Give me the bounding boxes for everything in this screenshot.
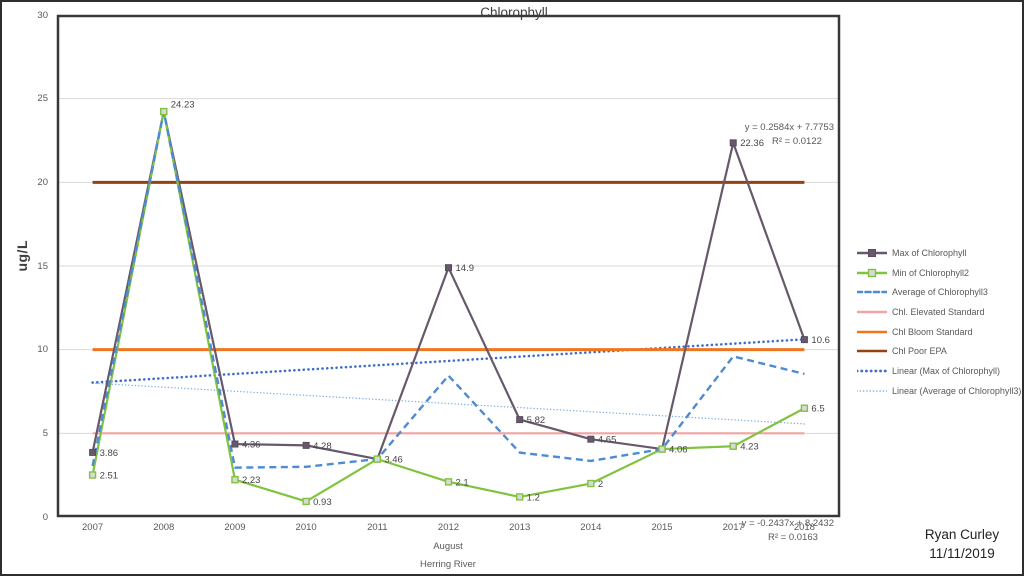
x-tick-label: 2018 <box>793 522 815 533</box>
data-point-marker[interactable] <box>587 479 595 488</box>
data-label: 14.9 <box>456 263 475 274</box>
data-point-marker[interactable] <box>800 404 809 412</box>
data-label: 2.51 <box>100 470 119 481</box>
y-tick-label: 0 <box>42 511 48 523</box>
trend-max-equation-label: y = 0.2584x + 7.7753 <box>744 122 834 133</box>
data-label: 4.23 <box>740 442 759 453</box>
x-tick-label: 2011 <box>367 522 388 533</box>
data-label: 2 <box>598 479 603 490</box>
legend-item-label: Average of Chlorophyll3 <box>892 287 988 298</box>
legend-item-chl-poor-epa[interactable]: Chl Poor EPA <box>857 341 1021 361</box>
legend-item-label: Linear (Max of Chlorophyll) <box>892 365 1001 376</box>
x-tick-label: 2015 <box>651 522 673 533</box>
data-point-marker[interactable] <box>231 475 239 484</box>
legend-line-icon <box>857 389 887 392</box>
series-line[interactable] <box>91 110 806 461</box>
legend-item-label: Chl Poor EPA <box>892 346 947 357</box>
data-point-marker[interactable] <box>658 445 666 453</box>
legend-item-min-of-chlorophyll2[interactable]: Min of Chlorophyll2 <box>857 263 1021 283</box>
legend-item-label: Chl Bloom Standard <box>892 326 973 337</box>
legend-item-chl-elevated-standard[interactable]: Chl. Elevated Standard <box>857 302 1021 322</box>
legend-item-label: Linear (Average of Chlorophyll3) <box>892 385 1022 396</box>
legend-item-label: Chl. Elevated Standard <box>892 306 985 317</box>
data-point-marker[interactable] <box>516 416 524 424</box>
x-tick-label: 2012 <box>437 522 460 533</box>
data-label: 4.65 <box>598 435 617 446</box>
legend: Max of Chlorophyll Min of Chlorophyll2 Ave… <box>857 243 1021 401</box>
data-point-marker[interactable] <box>800 336 808 344</box>
x-axis-period-label: August <box>433 541 463 552</box>
data-label: 1.2 <box>527 492 540 503</box>
y-tick-label: 15 <box>37 260 48 272</box>
y-tick-label: 5 <box>42 427 48 439</box>
data-point-marker[interactable] <box>515 493 524 501</box>
x-axis-location-label: Herring River <box>420 559 476 570</box>
author-name: Ryan Curley <box>924 527 1000 542</box>
data-label: 2.23 <box>242 475 260 486</box>
data-point-marker[interactable] <box>231 440 239 448</box>
x-tick-label: 2008 <box>153 522 175 533</box>
author-date: 11/11/2019 <box>929 546 995 561</box>
data-label: 3.86 <box>100 448 119 459</box>
legend-line-icon <box>857 369 887 373</box>
y-tick-label: 25 <box>37 93 48 105</box>
data-label: 24.23 <box>171 100 195 111</box>
legend-line-icon <box>857 248 887 257</box>
data-point-marker[interactable] <box>587 435 595 443</box>
legend-line-icon <box>857 290 887 294</box>
trend-avg-equation-label: y = -0.2437x + 8.2432 <box>741 518 834 529</box>
legend-item-chl-bloom-standard[interactable]: Chl Bloom Standard <box>857 322 1021 342</box>
series-line[interactable] <box>91 110 805 503</box>
x-tick-label: 2007 <box>82 522 104 533</box>
data-label: 2.1 <box>456 477 469 488</box>
data-label: 5.82 <box>527 415 546 426</box>
x-tick-label: 2010 <box>295 522 317 533</box>
trendline-fine-dotted[interactable] <box>91 382 806 425</box>
series-line[interactable] <box>91 110 805 469</box>
data-point-marker[interactable] <box>89 448 97 456</box>
data-label: 22.36 <box>740 138 764 149</box>
y-tick-label: 30 <box>37 9 48 21</box>
trend-avg-r2-label: R² = 0.0163 <box>768 532 818 543</box>
legend-line-icon <box>857 310 887 314</box>
x-tick-label: 2017 <box>722 522 744 533</box>
legend-item-label: Min of Chlorophyll2 <box>892 267 970 278</box>
plot-area[interactable]: 3.86 4.36 4.28 3.46 14.9 5.82 4.65 4.06 22.36 10.… <box>56 14 841 518</box>
data-label: 6.5 <box>811 404 824 415</box>
data-point-marker[interactable] <box>373 455 382 463</box>
data-point-marker[interactable] <box>445 264 452 272</box>
data-label: 0.93 <box>313 497 332 508</box>
data-label: 4.06 <box>669 444 688 455</box>
legend-item-linear-max-of-chlorophyll[interactable]: Linear (Max of Chlorophyll) <box>857 361 1021 381</box>
x-tick-label: 2013 <box>509 522 531 533</box>
x-tick-label: 2009 <box>224 522 246 533</box>
data-point-marker[interactable] <box>729 139 737 147</box>
legend-item-linear-average-of-chlorophyll3[interactable]: Linear (Average of Chlorophyll3) <box>857 381 1021 401</box>
data-point-marker[interactable] <box>88 471 97 479</box>
data-label: 3.46 <box>384 455 403 466</box>
data-label: 10.6 <box>811 335 830 346</box>
data-label: 4.28 <box>313 441 332 452</box>
y-tick-label: 20 <box>37 176 48 188</box>
data-point-marker[interactable] <box>160 107 168 116</box>
legend-line-icon <box>857 268 887 277</box>
x-tick-label: 2014 <box>580 522 602 533</box>
data-point-marker[interactable] <box>729 442 737 450</box>
y-tick-label: 10 <box>37 344 48 356</box>
legend-item-average-of-chlorophyll3[interactable]: Average of Chlorophyll3 <box>857 282 1021 302</box>
data-point-marker[interactable] <box>302 497 310 506</box>
legend-item-label: Max of Chlorophyll <box>892 247 967 258</box>
author-block: Ryan Curley 11/11/2019 <box>892 525 1024 563</box>
data-point-marker[interactable] <box>302 441 310 449</box>
legend-item-max-of-chlorophyll[interactable]: Max of Chlorophyll <box>857 243 1021 263</box>
plot-border <box>56 14 841 518</box>
trend-max-r2-label: R² = 0.0122 <box>772 136 822 147</box>
data-label: 4.36 <box>242 439 260 450</box>
chart-title: Chlorophyll <box>480 5 548 20</box>
trendline-dotted[interactable] <box>91 338 806 384</box>
legend-line-icon <box>857 350 887 353</box>
data-point-marker[interactable] <box>444 478 453 486</box>
legend-line-icon <box>857 330 887 333</box>
